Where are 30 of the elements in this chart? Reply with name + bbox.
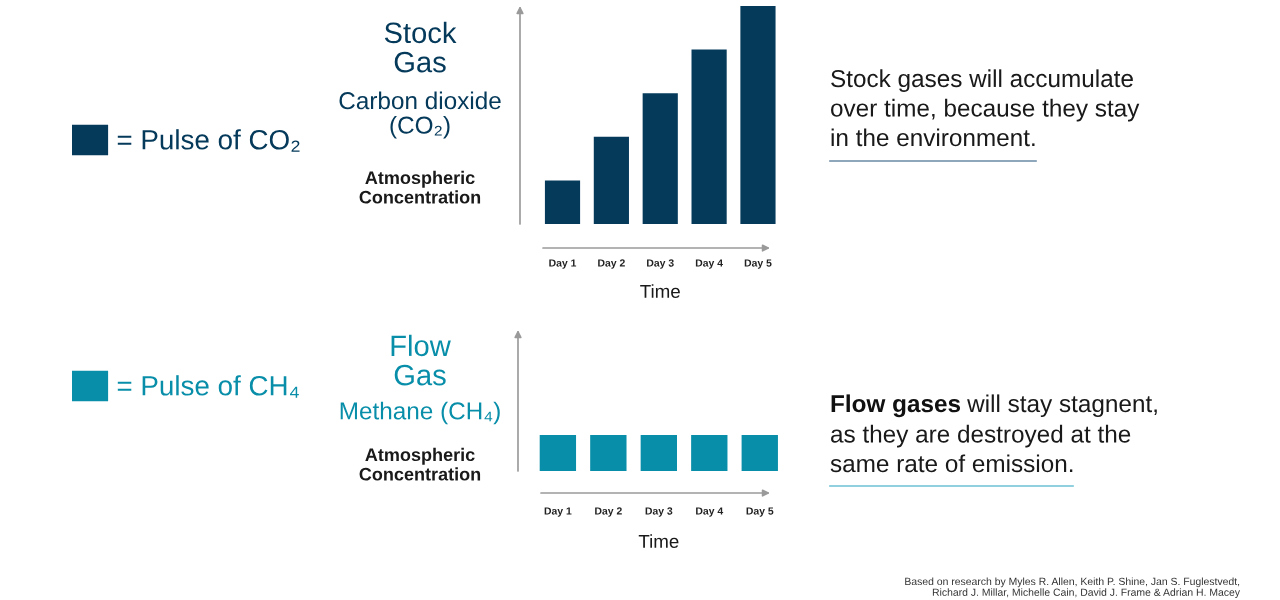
x-tick-label: Day 1 [549, 259, 577, 269]
text: will stay stagnent, [967, 394, 1157, 418]
text: as they are destroyed at the same rate of emission. [830, 424, 1131, 473]
text: Based on research by Myles R. Allen, Keith P. Shine, Jan S. Fuglestvedt, Richard J. Millar, Michelle Cain, David J. Frame & Adrian H. Macey [905, 577, 1240, 598]
x-tick-label: Day 5 [744, 259, 772, 269]
bar [740, 6, 776, 224]
bar [642, 93, 678, 224]
x-axis-title: Time [638, 534, 679, 549]
bar [544, 180, 581, 224]
legend-label: = Pulse of CO₂ [117, 129, 300, 152]
y-axis-title: Atmospheric Concentration [359, 170, 481, 204]
x-tick-label: Day 3 [647, 259, 674, 269]
text: Flow gases [831, 394, 961, 418]
x-tick-label: Day 3 [645, 507, 673, 517]
y-axis-title: Atmospheric Concentration [359, 447, 481, 481]
text: Stock Gas [384, 21, 457, 73]
bar [593, 136, 629, 224]
x-tick-label: Day 4 [696, 507, 724, 517]
text: Carbon dioxide (CO₂) [339, 91, 501, 139]
chart-title: Flow Gas [391, 334, 451, 386]
chart-subtitle: Methane (CH₄) [340, 401, 500, 425]
bar [691, 49, 727, 224]
x-tick-label: Day 1 [544, 507, 572, 517]
x-tick-label: Day 2 [595, 507, 622, 517]
x-tick-label: Day 2 [598, 259, 625, 269]
text: Stock gases will accumulate over time, because they stay in the environment. [831, 69, 1140, 147]
x-tick-label: Day 4 [695, 259, 723, 269]
x-tick-label: Day 5 [746, 507, 774, 517]
x-axis-title: Time [640, 284, 680, 299]
legend-label: = Pulse of CH₄ [117, 375, 299, 398]
